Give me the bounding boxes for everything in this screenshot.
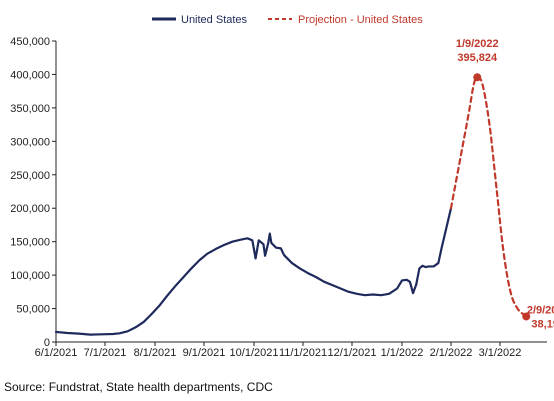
y-tick-label: 400,000	[10, 69, 50, 81]
annotation-date-label: 2/9/2022	[527, 304, 554, 316]
annotation-point	[522, 312, 531, 321]
x-tick-label: 9/1/2021	[183, 347, 226, 359]
annotation-value-label: 38,194	[531, 318, 554, 330]
chart-series	[54, 76, 528, 336]
chart-annotations: 1/9/2022 395,824 2/9/2022 38,194	[456, 38, 554, 330]
chart-legend: United States Projection - United States	[152, 14, 423, 26]
x-tick-label: 1/1/2022	[381, 347, 424, 359]
series-line-projection	[449, 76, 528, 318]
x-tick-label: 8/1/2021	[134, 347, 177, 359]
y-tick-label: 0	[44, 337, 50, 349]
y-tick-label: 150,000	[10, 237, 50, 249]
x-tick-label: 2/1/2022	[430, 347, 473, 359]
series-line-united-states	[54, 207, 453, 336]
x-tick-label: 6/1/2021	[35, 347, 78, 359]
y-tick-label: 300,000	[10, 136, 50, 148]
y-tick-label: 250,000	[10, 170, 50, 182]
annotation-value-label: 395,824	[457, 52, 498, 64]
y-tick-label: 100,000	[10, 270, 50, 282]
x-tick-label: 12/1/2021	[328, 347, 377, 359]
y-tick-label: 50,000	[16, 304, 50, 316]
x-tick-label: 10/1/2021	[230, 347, 279, 359]
y-tick-label: 200,000	[10, 203, 50, 215]
y-tick-label: 450,000	[10, 36, 50, 48]
legend-label-united-states: United States	[181, 14, 248, 26]
x-tick-label: 3/1/2022	[479, 347, 522, 359]
x-tick-label: 11/1/2021	[279, 347, 327, 359]
x-tick-label: 7/1/2021	[84, 347, 127, 359]
source-note: Source: Fundstrat, State health departme…	[4, 380, 273, 394]
legend-label-projection: Projection - United States	[298, 14, 423, 26]
chart-axes: 0 50,000 100,000 150,000 200,000 250,000 300,0…	[10, 36, 547, 359]
y-tick-label: 350,000	[10, 103, 50, 115]
annotation-date-label: 1/9/2022	[456, 38, 499, 50]
annotation-point	[473, 73, 482, 82]
